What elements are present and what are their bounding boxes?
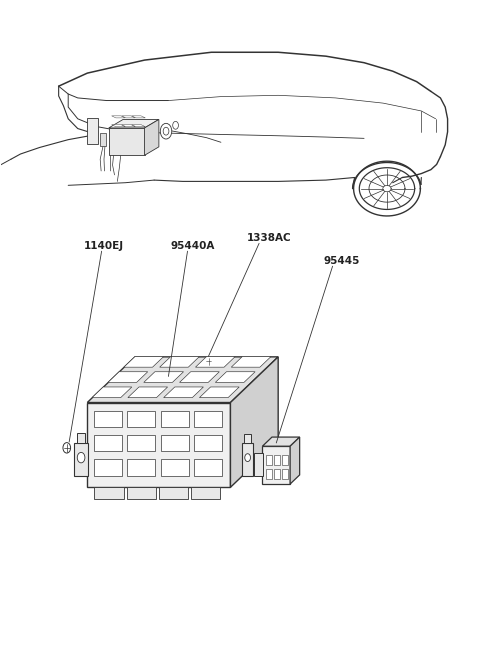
Circle shape: [205, 357, 212, 366]
Polygon shape: [290, 437, 300, 484]
FancyBboxPatch shape: [194, 435, 222, 451]
Polygon shape: [128, 387, 168, 398]
Polygon shape: [160, 356, 199, 367]
Circle shape: [163, 127, 169, 135]
Circle shape: [160, 123, 172, 139]
FancyBboxPatch shape: [274, 469, 280, 479]
FancyBboxPatch shape: [94, 411, 122, 427]
Polygon shape: [112, 116, 125, 118]
Polygon shape: [112, 124, 125, 126]
FancyBboxPatch shape: [161, 435, 189, 451]
Polygon shape: [121, 116, 135, 118]
Polygon shape: [216, 372, 255, 383]
FancyBboxPatch shape: [127, 411, 156, 427]
FancyBboxPatch shape: [254, 453, 264, 476]
Polygon shape: [195, 356, 235, 367]
FancyBboxPatch shape: [127, 459, 156, 476]
Polygon shape: [230, 357, 278, 487]
FancyBboxPatch shape: [191, 487, 220, 499]
Polygon shape: [121, 124, 135, 126]
Polygon shape: [92, 387, 132, 398]
Polygon shape: [144, 372, 183, 383]
FancyBboxPatch shape: [94, 459, 122, 476]
FancyBboxPatch shape: [242, 443, 253, 476]
Circle shape: [173, 121, 179, 129]
Polygon shape: [109, 128, 144, 155]
Polygon shape: [263, 437, 300, 446]
Text: 1140EJ: 1140EJ: [84, 240, 123, 251]
Polygon shape: [144, 119, 159, 155]
Polygon shape: [108, 372, 148, 383]
FancyBboxPatch shape: [161, 411, 189, 427]
Circle shape: [77, 453, 85, 463]
FancyBboxPatch shape: [282, 469, 288, 479]
FancyBboxPatch shape: [74, 443, 88, 476]
Polygon shape: [164, 387, 204, 398]
Polygon shape: [87, 403, 230, 487]
Polygon shape: [231, 356, 271, 367]
FancyBboxPatch shape: [282, 455, 288, 465]
FancyBboxPatch shape: [266, 469, 272, 479]
FancyBboxPatch shape: [194, 459, 222, 476]
FancyBboxPatch shape: [127, 435, 156, 451]
FancyBboxPatch shape: [274, 455, 280, 465]
Polygon shape: [124, 356, 164, 367]
FancyBboxPatch shape: [194, 411, 222, 427]
Polygon shape: [263, 446, 290, 484]
Polygon shape: [132, 124, 145, 126]
FancyBboxPatch shape: [161, 459, 189, 476]
Text: 95440A: 95440A: [171, 240, 215, 251]
FancyBboxPatch shape: [87, 118, 98, 144]
FancyBboxPatch shape: [77, 433, 85, 443]
Polygon shape: [199, 387, 239, 398]
Polygon shape: [132, 116, 145, 118]
Circle shape: [245, 454, 251, 462]
FancyBboxPatch shape: [95, 487, 124, 499]
Polygon shape: [87, 357, 278, 403]
Text: 95445: 95445: [324, 255, 360, 265]
Polygon shape: [180, 372, 219, 383]
Text: 1338AC: 1338AC: [247, 233, 291, 243]
Polygon shape: [109, 119, 159, 128]
FancyBboxPatch shape: [94, 435, 122, 451]
FancyBboxPatch shape: [159, 487, 188, 499]
FancyBboxPatch shape: [266, 455, 272, 465]
Polygon shape: [100, 133, 107, 146]
Circle shape: [63, 443, 71, 453]
FancyBboxPatch shape: [127, 487, 156, 499]
FancyBboxPatch shape: [244, 434, 251, 443]
